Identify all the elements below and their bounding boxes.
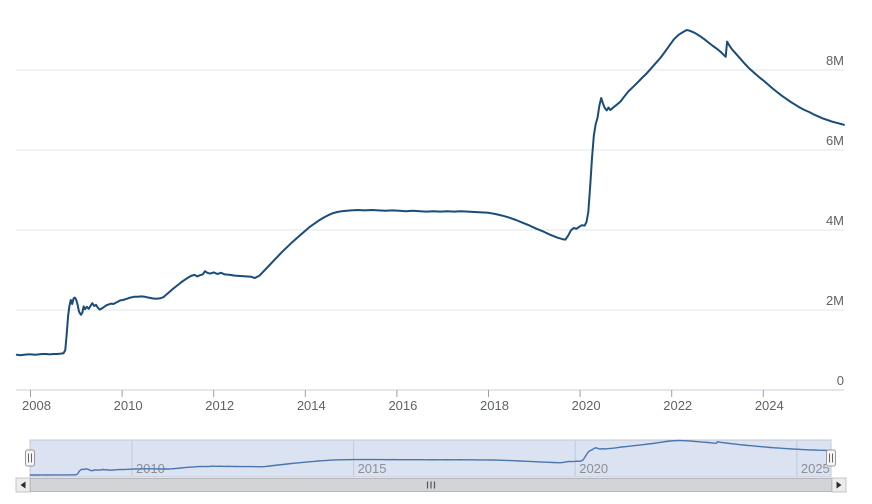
x-axis-label: 2014 bbox=[297, 398, 326, 413]
navigator-selected-range[interactable] bbox=[29, 439, 832, 478]
y-axis-label: 6M bbox=[826, 133, 844, 148]
x-axis-label: 2016 bbox=[388, 398, 417, 413]
navigator-axis-label: 2015 bbox=[358, 461, 387, 476]
y-axis-label: 4M bbox=[826, 213, 844, 228]
x-axis-label: 2018 bbox=[480, 398, 509, 413]
navigator-series-line bbox=[30, 439, 831, 476]
scroll-right-icon bbox=[836, 481, 842, 489]
main-plot-area[interactable] bbox=[16, 0, 844, 390]
x-axis-label: 2020 bbox=[572, 398, 601, 413]
scroll-left-icon bbox=[20, 481, 26, 489]
x-axis-label: 2008 bbox=[22, 398, 51, 413]
y-axis-label: 0 bbox=[837, 373, 844, 388]
x-axis-label: 2010 bbox=[114, 398, 143, 413]
navigator-handle-right-body[interactable] bbox=[826, 449, 836, 467]
scrollbar-left-button[interactable] bbox=[15, 477, 31, 493]
navigator-handle-left[interactable] bbox=[25, 449, 35, 467]
navigator-axis-label: 2020 bbox=[579, 461, 608, 476]
x-axis-label: 2024 bbox=[755, 398, 784, 413]
navigator-axis-label: 2025 bbox=[801, 461, 830, 476]
y-axis-label: 2M bbox=[826, 293, 844, 308]
x-axis-label: 2022 bbox=[663, 398, 692, 413]
scrollbar-right-button[interactable] bbox=[831, 477, 847, 493]
main-series-line bbox=[15, 29, 845, 357]
navigator-handle-right[interactable] bbox=[826, 449, 836, 467]
y-axis-label: 8M bbox=[826, 53, 844, 68]
x-axis-label: 2012 bbox=[205, 398, 234, 413]
navigator-handle-left-body[interactable] bbox=[25, 449, 35, 467]
